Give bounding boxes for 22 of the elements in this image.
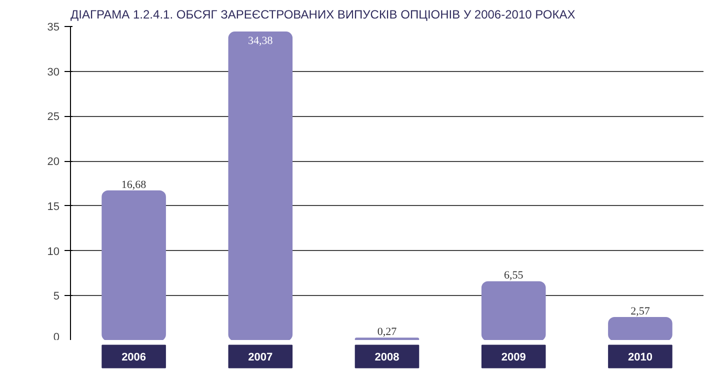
y-tick-label: 10 (47, 246, 60, 258)
y-tick-label: 5 (53, 290, 60, 303)
data-label: 34,38 (248, 35, 274, 48)
x-tick-label: 2009 (501, 352, 526, 364)
data-label: 16,68 (121, 178, 147, 191)
data-label: 2,57 (630, 305, 650, 318)
bar (608, 316, 672, 340)
y-tick-label: 20 (47, 156, 60, 168)
y-tick-label: 30 (47, 66, 60, 78)
x-tick-label: 2007 (248, 352, 273, 364)
bar (102, 190, 166, 340)
bar (228, 32, 293, 340)
y-tick-label: 15 (47, 200, 60, 213)
data-label: 0,27 (377, 326, 398, 338)
data-label: 6,55 (504, 270, 524, 282)
chart-title: ДІАГРАМА 1.2.4.1. ОБСЯГ ЗАРЕЄСТРОВАНИХ ВИПУСКІВ ОПЦІОНІВ У 2006-2010 РОКАХ (70, 8, 576, 22)
x-tick-label: 2006 (122, 352, 146, 364)
bar (481, 281, 546, 340)
y-tick-label: 35 (47, 22, 60, 34)
x-tick-label: 2010 (628, 352, 652, 364)
y-tick-label: 25 (47, 111, 60, 124)
x-tick-label: 2008 (374, 352, 400, 364)
